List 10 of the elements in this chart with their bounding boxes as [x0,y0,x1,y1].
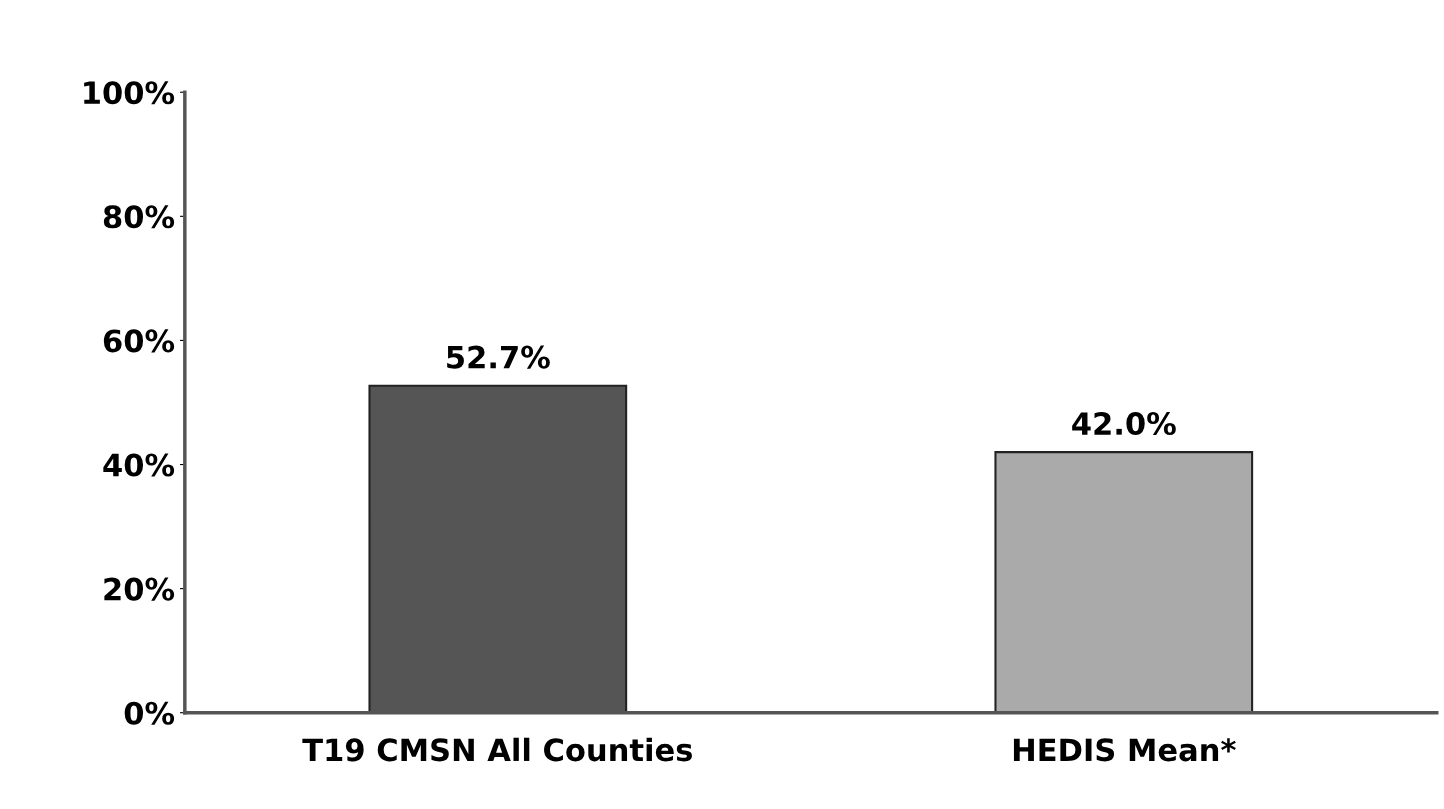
data-label: 42.0% [1072,411,1176,436]
y-tick-label: 20% [104,577,175,601]
y-tick-label: 40% [103,453,175,477]
x-tick-label: T19 CMSN All Counties [302,737,692,762]
y-tick-label: 0% [124,701,175,725]
y-tick-label: 80% [103,205,175,229]
data-label: 52.7% [447,345,550,369]
y-tick-label: 60% [103,329,175,353]
y-tick-label: 100% [84,81,175,105]
x-tick-label: HEDIS Mean* [1013,738,1236,762]
